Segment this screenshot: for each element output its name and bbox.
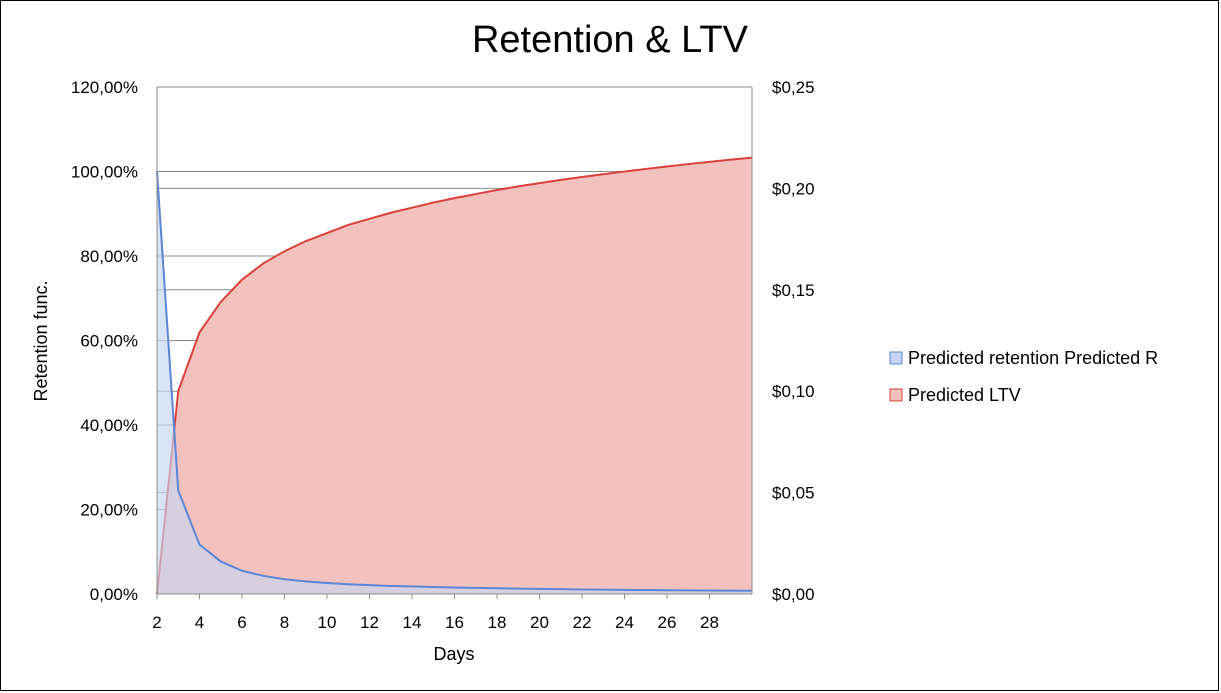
y-tick-label: 20,00%: [80, 501, 138, 520]
x-tick-label: 12: [360, 613, 379, 632]
x-tick-label: 14: [403, 613, 422, 632]
y-tick-label: 60,00%: [80, 332, 138, 351]
y-tick-label: 100,00%: [71, 163, 138, 182]
legend-label: Predicted LTV: [908, 385, 1021, 405]
x-tick-label: 16: [445, 613, 464, 632]
y-axis-title: Retention func.: [31, 280, 51, 401]
y-tick-label: 80,00%: [80, 247, 138, 266]
legend-swatch: [889, 388, 903, 402]
x-tick-label: 18: [488, 613, 507, 632]
legend: Predicted retention Predicted R Predicted…: [889, 348, 1158, 405]
x-axis-ticks: 2 4 6 8 10 12 14 16 18 20 22 24 26 28: [152, 594, 719, 632]
x-tick-label: 2: [152, 613, 161, 632]
x-tick-label: 28: [700, 613, 719, 632]
legend-label: Predicted retention Predicted R: [908, 348, 1158, 368]
y2-tick-label: $0,00: [772, 585, 815, 604]
x-tick-label: 4: [195, 613, 204, 632]
series-layer: [156, 156, 753, 595]
y-axis-left-ticks: 0,00% 20,00% 40,00% 60,00% 80,00% 100,00% 120,…: [71, 78, 138, 604]
x-tick-label: 26: [658, 613, 677, 632]
x-tick-label: 10: [318, 613, 337, 632]
y-tick-label: 0,00%: [90, 585, 138, 604]
legend-swatch: [889, 351, 903, 365]
y2-tick-label: $0,15: [772, 281, 815, 300]
ltv-area: [157, 157, 752, 594]
y2-tick-label: $0,05: [772, 484, 815, 503]
x-tick-label: 22: [573, 613, 592, 632]
y2-tick-label: $0,25: [772, 78, 815, 97]
x-tick-label: 20: [530, 613, 549, 632]
x-tick-label: 24: [615, 613, 634, 632]
y-tick-label: 40,00%: [80, 416, 138, 435]
chart-title: Retention & LTV: [472, 19, 749, 61]
y2-tick-label: $0,10: [772, 382, 815, 401]
x-axis-title: Days: [433, 644, 474, 664]
y-tick-label: 120,00%: [71, 78, 138, 97]
x-tick-label: 6: [237, 613, 246, 632]
y-axis-right-ticks: $0,00 $0,05 $0,10 $0,15 $0,20 $0,25: [772, 78, 815, 604]
y2-tick-label: $0,20: [772, 179, 815, 198]
x-tick-label: 8: [280, 613, 289, 632]
